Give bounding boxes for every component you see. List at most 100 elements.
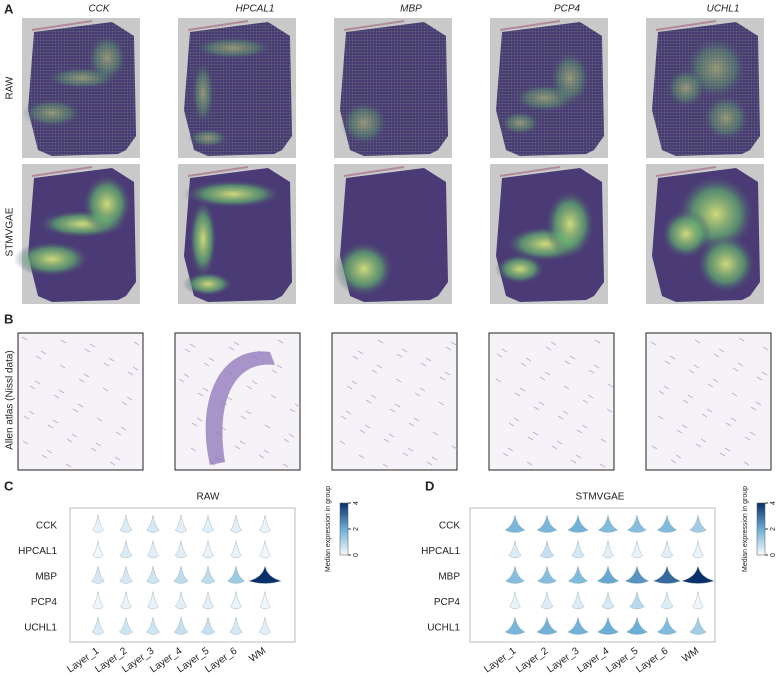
violin [509, 591, 521, 610]
violin [626, 616, 648, 635]
violin [692, 540, 704, 559]
gene-label: PCP4 [31, 597, 58, 608]
expression-region [193, 36, 273, 60]
violin [660, 591, 674, 610]
nissl-texture [270, 394, 277, 399]
nissl-texture [581, 424, 588, 429]
expression-region [82, 174, 132, 234]
violin [174, 591, 188, 610]
nissl-texture [208, 357, 215, 362]
violin [681, 565, 715, 584]
violin [567, 514, 589, 533]
nissl-texture [102, 387, 109, 392]
nissl-texture [550, 341, 557, 346]
nissl-texture [114, 456, 121, 461]
nissl-texture [551, 445, 558, 450]
nissl-texture [738, 337, 745, 342]
expression-region [696, 234, 756, 294]
expression-region [14, 241, 90, 277]
nissl-texture [527, 436, 534, 441]
nissl-texture [132, 366, 139, 371]
nissl-texture [402, 452, 409, 457]
nissl-texture [582, 399, 589, 404]
violin [536, 514, 558, 533]
group-label: Layer_6 [203, 645, 239, 675]
violin [91, 616, 105, 635]
nissl-texture [283, 438, 290, 443]
colorbar-tick-label: 4 [353, 501, 360, 505]
nissl-image [645, 332, 772, 471]
nissl-texture [364, 424, 371, 429]
nissl-texture [66, 438, 73, 443]
gene-title: UCHL1 [707, 4, 740, 15]
nissl-texture [502, 452, 509, 457]
nissl-texture [71, 433, 78, 438]
nissl-texture [669, 355, 676, 360]
violin [571, 540, 585, 559]
nissl-texture [264, 424, 271, 429]
nissl-texture [196, 417, 203, 422]
nissl-texture [77, 403, 84, 408]
nissl-texture [359, 429, 366, 434]
nissl-texture [651, 445, 658, 450]
violin [624, 565, 650, 584]
slide-edge [187, 166, 249, 177]
nissl-texture [95, 442, 102, 447]
violin [147, 591, 159, 610]
colorbar-label: Median expression in group [742, 486, 749, 572]
nissl-image [488, 332, 615, 471]
slide-edge [655, 166, 717, 177]
nissl-texture [277, 339, 284, 344]
nissl-texture [519, 387, 526, 392]
gene-label: PCP4 [434, 597, 461, 608]
plot-frame [469, 507, 716, 643]
nissl-texture [526, 461, 533, 466]
row-label: STMVGAE [5, 207, 16, 256]
nissl-texture [575, 454, 582, 459]
nissl-texture [761, 371, 768, 376]
nissl-texture [263, 449, 270, 454]
violin [230, 540, 242, 559]
nissl-texture [127, 371, 134, 376]
group-label: Layer_1 [482, 645, 518, 675]
nissl-texture [90, 447, 97, 452]
violin [539, 540, 555, 559]
nissl-texture [294, 403, 301, 408]
nissl-texture [749, 431, 756, 436]
gene-label: CCK [36, 521, 57, 532]
nissl-texture [756, 376, 763, 381]
nissl-texture [35, 355, 42, 360]
violin [92, 591, 104, 610]
row-label: Allen atlas (Nissl data) [5, 350, 16, 449]
violin [248, 565, 282, 584]
nissl-texture [695, 443, 702, 448]
expression-region [21, 98, 83, 128]
nissl-texture [737, 362, 744, 367]
gene-label: HPCAL1 [18, 546, 57, 557]
nissl-texture [401, 348, 408, 353]
nissl-texture [377, 339, 384, 344]
nissl-texture [694, 339, 701, 344]
nissl-texture [525, 357, 532, 362]
nissl-texture [713, 353, 720, 358]
nissl-texture [557, 415, 564, 420]
nissl-texture [288, 433, 295, 438]
violin [201, 591, 215, 610]
group-label: Layer_3 [545, 645, 581, 675]
nissl-texture [762, 346, 769, 351]
colorbar-tick-label: 2 [353, 527, 360, 531]
nissl-texture [47, 424, 54, 429]
gene-label: UCHL1 [427, 623, 460, 634]
nissl-texture [109, 461, 116, 466]
nissl-texture [743, 461, 750, 466]
expression-region [702, 94, 750, 142]
violin [540, 591, 554, 610]
violin [629, 591, 645, 610]
nissl-texture [556, 440, 563, 445]
nissl-texture [606, 408, 613, 413]
nissl-texture [83, 373, 90, 378]
colorbar-tick-label: 2 [770, 527, 777, 531]
panel-label: C [4, 478, 14, 493]
nissl-texture [496, 353, 503, 358]
violin [200, 616, 216, 635]
